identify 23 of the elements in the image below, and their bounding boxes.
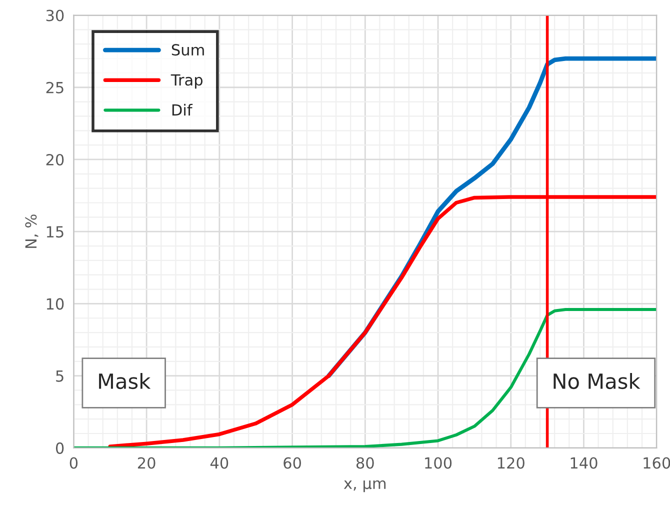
x-tick-label: 0 — [70, 457, 78, 469]
x-tick-label: 60 — [284, 457, 301, 469]
x-tick-label: 120 — [498, 457, 524, 469]
y-tick-label: 30 — [46, 10, 64, 22]
x-tick-label: 40 — [210, 457, 228, 469]
legend-label: Sum — [172, 44, 204, 56]
x-tick-label: 160 — [644, 457, 670, 469]
y-tick-label: 20 — [46, 154, 64, 166]
y-axis-title: N, % — [25, 214, 38, 248]
x-tick-label: 20 — [138, 457, 156, 469]
legend-label: Dif — [172, 104, 193, 116]
x-tick-label: 100 — [425, 457, 452, 469]
annotation: No Mask — [554, 372, 640, 390]
x-tick-label: 140 — [570, 457, 598, 469]
x-tick-label: 80 — [356, 457, 374, 469]
y-tick-label: 25 — [46, 82, 64, 94]
x-axis-title: x, µm — [344, 480, 386, 492]
y-tick-label: 5 — [56, 370, 64, 382]
y-tick-label: 15 — [46, 226, 64, 238]
legend-label: Trap — [170, 74, 202, 89]
annotation: Mask — [99, 372, 151, 390]
y-tick-label: 10 — [46, 298, 64, 310]
y-tick-label: 0 — [56, 442, 64, 454]
